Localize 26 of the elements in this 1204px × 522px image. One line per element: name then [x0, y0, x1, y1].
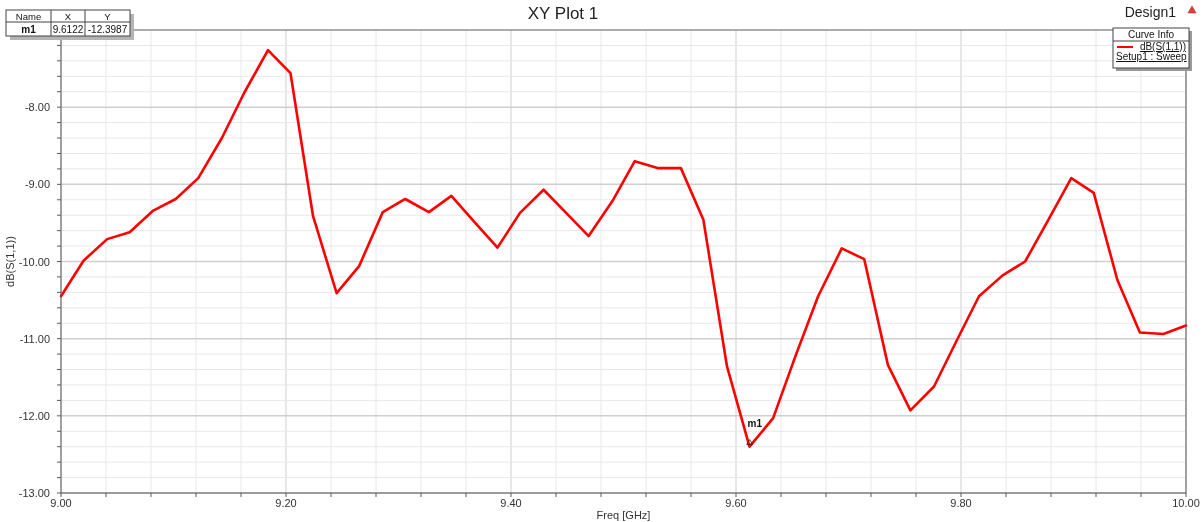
x-tick-label: 9.80: [950, 497, 972, 509]
x-tick-label: 9.00: [50, 497, 72, 509]
x-tick-label: 10.00: [1172, 497, 1200, 509]
annotation: m1: [747, 417, 763, 429]
x-tick-label: 9.60: [725, 497, 747, 509]
y-tick-label: -8.00: [24, 101, 50, 114]
y-tick-label: -11.00: [19, 332, 50, 345]
text: m1: [21, 23, 37, 35]
text: Name: [15, 10, 42, 22]
text: Y: [104, 10, 112, 22]
y-axis-title: dB(S(1,1)): [4, 236, 16, 287]
annotation: Setup1 : Sweep: [1116, 51, 1188, 62]
x-axis-title: Freq [GHz]: [596, 509, 651, 521]
text: X: [64, 10, 72, 22]
y-tick-label: -13.00: [18, 487, 50, 499]
y-tick-label: -12.00: [18, 409, 50, 422]
annotation: 9.6122: [52, 23, 84, 35]
y-tick-label: -10.00: [18, 255, 50, 268]
legend-label: dB(S(1,1)): [1139, 41, 1186, 52]
legend-title: Curve Info: [1127, 29, 1175, 40]
annotation: -12.3987: [87, 23, 128, 35]
x-tick-label: 9.20: [275, 497, 297, 509]
chart-subtitle: Design1: [1124, 4, 1177, 20]
x-tick-label: 9.40: [500, 497, 522, 509]
chart-title: XY Plot 1: [527, 4, 599, 23]
y-tick-label: -9.00: [24, 178, 50, 191]
